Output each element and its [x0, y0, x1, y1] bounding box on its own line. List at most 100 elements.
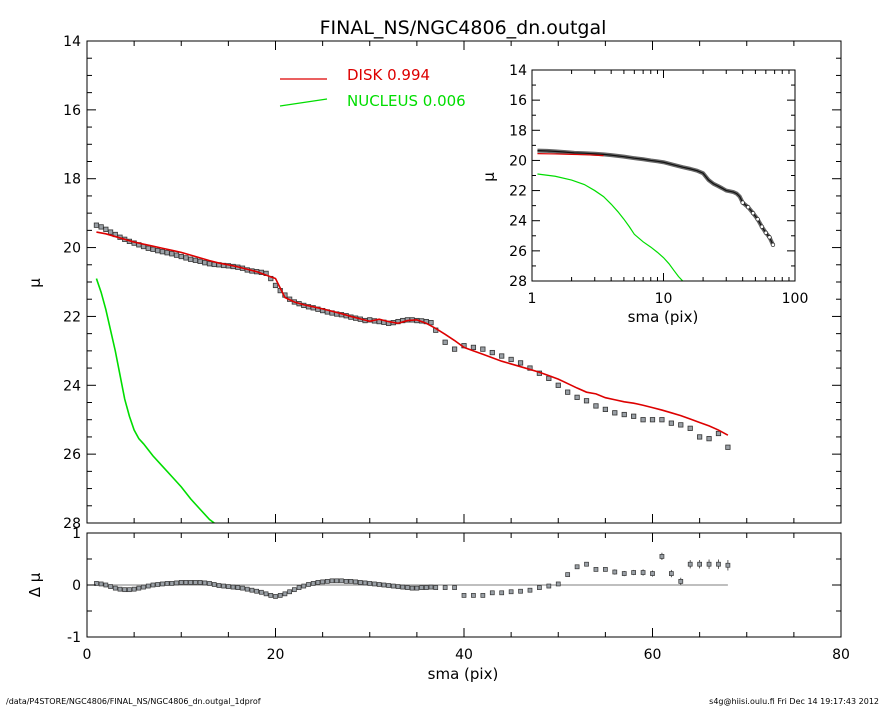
main-y-tick-label: 28 — [63, 516, 81, 532]
main-data-point — [197, 258, 203, 264]
inset-y-tick-label: 28 — [509, 274, 527, 290]
residual-data-point — [277, 593, 283, 598]
residual-data-point — [292, 587, 297, 593]
residual-x-tick-label: 20 — [267, 647, 285, 663]
residual-data-point — [310, 581, 316, 586]
main-data-point — [173, 252, 180, 258]
main-data-point — [725, 444, 731, 450]
inset-data-point — [763, 230, 768, 235]
residual-data-point — [174, 580, 179, 586]
residual-data-point — [197, 580, 203, 585]
residual-data-point — [178, 580, 184, 585]
inset-background — [532, 70, 795, 281]
inset-data-point — [750, 211, 756, 216]
residual-y-tick-label: 1 — [72, 526, 81, 542]
main-data-point — [574, 394, 580, 400]
residual-data-point — [357, 580, 363, 585]
main-data-point — [480, 346, 486, 352]
residual-data-point — [136, 585, 142, 591]
main-data-point — [640, 417, 646, 423]
inset-y-tick-label: 24 — [509, 214, 527, 230]
main-data-point — [178, 253, 184, 260]
residual-data-point — [169, 581, 175, 586]
main-data-point — [697, 434, 703, 440]
residual-data-point — [287, 589, 292, 595]
main-data-point — [499, 353, 505, 359]
footer-path: /data/P4STORE/NGC4806/FINAL_NS/NGC4806_d… — [6, 697, 261, 706]
inset-series-disk-line — [537, 153, 604, 157]
residual-data-point — [193, 580, 198, 585]
residual-data-point — [593, 567, 599, 572]
residual-data-point — [621, 571, 627, 576]
residual-data-point — [164, 581, 170, 586]
residual-y-tick-label: -1 — [67, 630, 81, 646]
residual-data-point — [405, 585, 410, 590]
main-y-axis-label: μ — [26, 278, 44, 288]
main-data-point — [159, 249, 165, 255]
main-data-point — [107, 229, 114, 235]
residual-data-point — [678, 579, 684, 584]
residual-data-point — [306, 582, 311, 587]
inset-y-tick-label: 18 — [509, 123, 527, 139]
residual-data-point — [348, 579, 354, 584]
residual-data-point — [183, 580, 189, 585]
residual-data-point — [461, 593, 467, 598]
main-data-point — [98, 224, 104, 230]
main-y-tick-label: 18 — [63, 172, 81, 188]
main-data-point — [612, 410, 618, 416]
residual-data-point — [230, 584, 236, 590]
residual-data-point — [452, 585, 457, 590]
residual-data-point — [386, 583, 391, 588]
main-data-point — [442, 339, 448, 345]
residual-data-point — [697, 561, 702, 567]
residual-data-point — [480, 593, 486, 598]
inset-panel: 1 10 100 14 16 18 20 22 24 26 28 μ sma (pix) — [480, 63, 808, 326]
residual-y-axis-label: Δ μ — [26, 572, 44, 597]
main-data-point — [470, 344, 477, 351]
main-data-point — [183, 255, 189, 261]
main-data-point — [602, 406, 608, 412]
residual-data-point — [353, 579, 358, 585]
residual-data-point — [259, 589, 264, 595]
residual-data-point — [221, 583, 227, 589]
residual-data-point — [668, 571, 674, 576]
residual-data-point — [249, 587, 255, 593]
main-y-tick-label: 16 — [63, 103, 81, 119]
residual-data-point — [489, 590, 495, 596]
residual-data-point — [433, 585, 439, 590]
residual-data-point — [376, 582, 382, 587]
residual-data-point — [367, 581, 373, 586]
main-data-point — [687, 425, 693, 431]
main-data-point — [169, 251, 175, 257]
residual-data-point — [414, 585, 420, 591]
main-data-point — [145, 245, 151, 251]
residual-data-point — [395, 584, 401, 589]
residual-data-point — [381, 582, 387, 588]
residual-data-point — [631, 570, 637, 575]
residual-data-point — [122, 587, 128, 593]
residual-x-tick-label: 80 — [832, 647, 850, 663]
residual-data-point — [574, 564, 580, 570]
residual-data-point — [650, 571, 655, 576]
inset-y-tick-label: 22 — [509, 184, 527, 200]
main-data-point — [678, 422, 684, 428]
residual-data-point — [442, 585, 448, 590]
residual-data-point — [235, 585, 241, 590]
main-data-point — [583, 398, 590, 404]
residual-data-point — [216, 583, 222, 588]
residual-y-tick-label: 0 — [72, 578, 81, 594]
main-data-point — [508, 356, 514, 363]
residual-x-tick-label: 60 — [644, 647, 662, 663]
main-series-nucleus-line — [95, 278, 215, 523]
inset-data-point — [767, 235, 772, 240]
residual-data-point — [612, 569, 618, 575]
residual-data-point — [640, 570, 646, 575]
main-y-tick-label: 24 — [63, 378, 81, 394]
residual-data-point — [145, 583, 151, 589]
main-data-point — [706, 436, 712, 442]
residual-data-point — [499, 590, 505, 596]
main-data-point — [555, 382, 561, 388]
residual-data-point — [390, 583, 396, 589]
